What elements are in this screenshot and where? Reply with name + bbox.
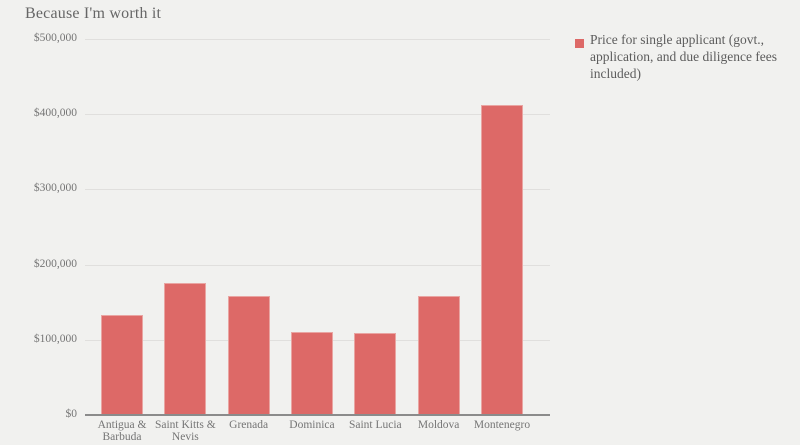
x-tick-label: Dominica [289,419,335,431]
bar-saint-lucia [354,333,397,415]
plot-area [85,39,550,416]
y-tick-label: $500,000 [33,32,77,44]
y-tick-label: $300,000 [33,182,77,195]
gridline [85,264,550,266]
bar-montenegro [480,105,523,415]
bar-moldova [417,296,460,415]
gridline [85,114,550,116]
x-axis-line [85,414,550,416]
x-tick-label: Montenegro [473,419,531,431]
legend-label: Price for single applicant (govt., appli… [590,32,778,81]
bar-dominica [290,331,333,415]
chart-title: Because I'm worth it [25,5,162,22]
bar-saint-kitts-nevis [164,283,207,415]
x-tick-label: Saint Kitts & Nevis [154,419,216,443]
bar-grenada [227,296,270,415]
gridline [85,39,550,40]
y-tick-label: $0 [65,408,78,420]
x-tick-label: Saint Lucia [348,419,402,431]
y-tick-label: $400,000 [33,107,77,120]
x-tick-label: Grenada [229,419,269,431]
y-tick-label: $200,000 [33,257,77,270]
y-tick-label: $100,000 [33,332,77,345]
gridline [85,189,550,191]
bar-antigua-barbuda [101,314,143,415]
legend-swatch-icon [575,39,584,48]
legend: Price for single applicant (govt., appli… [575,31,787,82]
x-tick-label: Antigua & Barbuda [97,419,147,443]
x-tick-label: Moldova [417,419,460,431]
